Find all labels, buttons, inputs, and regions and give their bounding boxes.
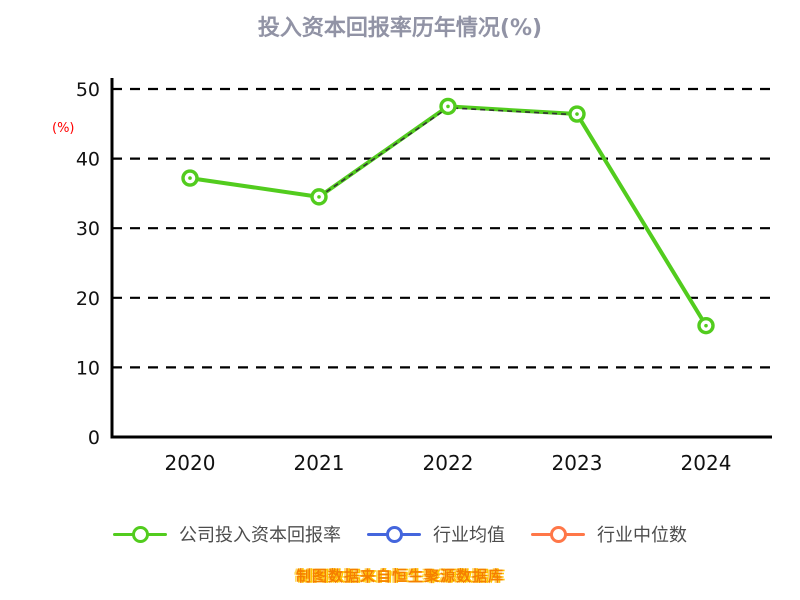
- y-axis-unit-label: (%): [52, 121, 75, 136]
- data-source-note: 制图数据来自恒生聚源数据库: [295, 567, 504, 585]
- legend-marker-icon: [113, 524, 167, 544]
- line-chart-canvas: 0 10 20 30 40 50 (%) 2020 2021 2022 2023 2024: [52, 78, 772, 475]
- data-point-center-dot-2024: [704, 323, 708, 328]
- legend-item-1: 行业均值: [367, 521, 505, 547]
- legend-item-2: 行业中位数: [531, 521, 687, 547]
- y-tick-label-40: 40: [76, 149, 100, 171]
- data-point-center-dot-2022: [446, 104, 450, 109]
- chart-title: 投入资本回报率历年情况(%): [257, 16, 543, 41]
- y-tick-label-50: 50: [76, 79, 100, 101]
- legend-label: 行业中位数: [597, 525, 687, 546]
- y-tick-label-10: 10: [76, 357, 100, 379]
- y-tick-label-30: 30: [76, 218, 100, 240]
- x-tick-label-2021: 2021: [294, 451, 345, 475]
- data-point-center-dot-2023: [575, 112, 579, 116]
- x-tick-label-2022: 2022: [423, 451, 474, 475]
- x-tick-label-2024: 2024: [681, 451, 732, 475]
- legend-label: 公司投入资本回报率: [179, 525, 341, 546]
- chart-legend: 公司投入资本回报率 行业均值 行业中位数: [0, 521, 800, 547]
- legend-label: 行业均值: [433, 525, 505, 546]
- legend-marker-icon: [531, 524, 585, 544]
- series-line-company-roic: [188, 104, 708, 328]
- data-point-center-dot-2020: [188, 176, 192, 180]
- x-tick-label-2023: 2023: [552, 451, 603, 475]
- legend-marker-icon: [367, 524, 421, 544]
- legend-item-0: 公司投入资本回报率: [113, 521, 341, 547]
- y-tick-label-0: 0: [88, 427, 100, 449]
- overlay-dashed-line: [318, 106, 578, 198]
- data-point-center-dot-2021: [317, 195, 321, 199]
- y-tick-label-20: 20: [76, 288, 100, 310]
- x-tick-label-2020: 2020: [165, 451, 216, 475]
